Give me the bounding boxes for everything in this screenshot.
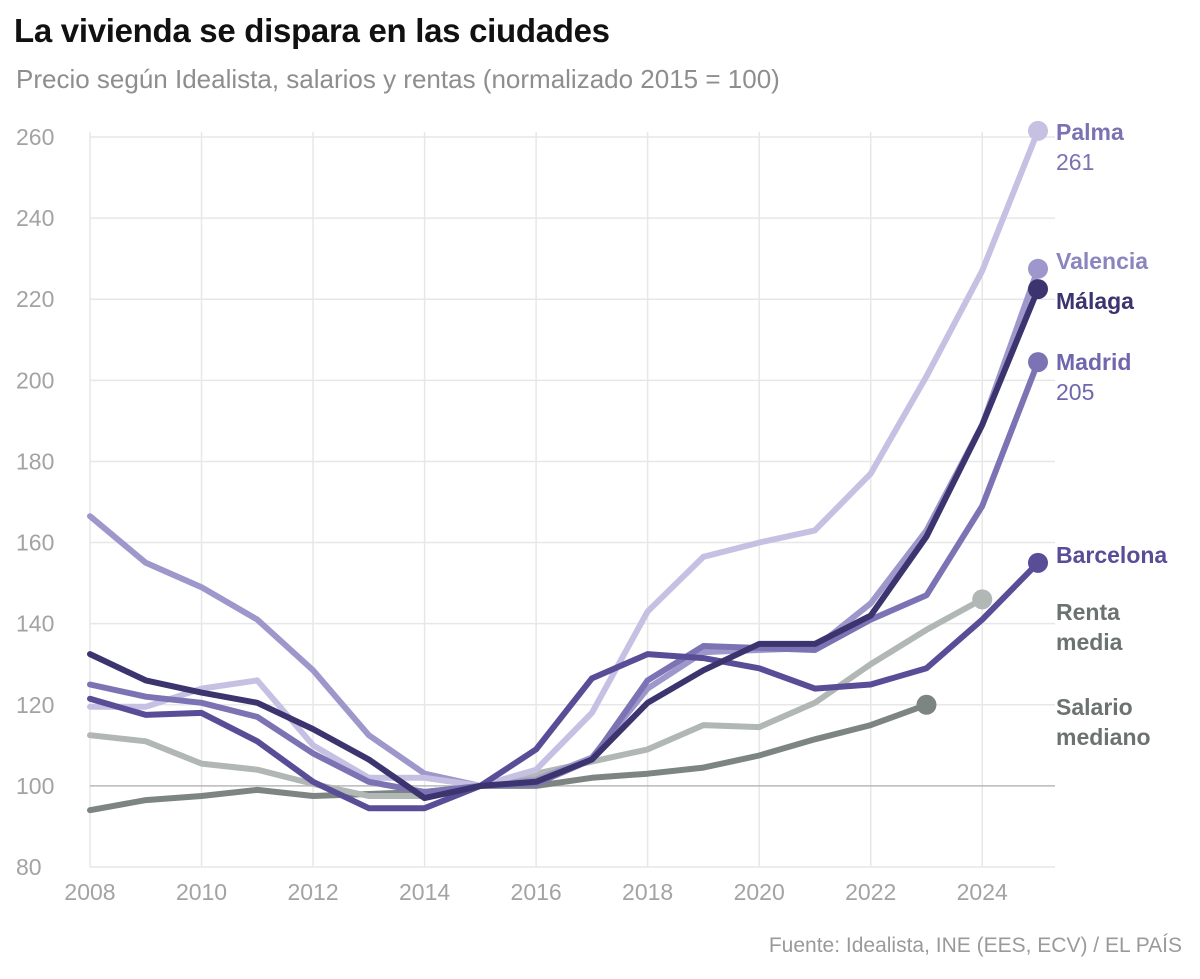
chart-grid (89, 132, 1055, 868)
source-note: Fuente: Idealista, INE (EES, ECV) / EL P… (768, 934, 1182, 957)
x-tick-label: 2012 (287, 879, 338, 905)
series-endpoint-renta-media (972, 589, 993, 610)
series-endpoints (916, 120, 1048, 715)
y-tick-label: 100 (16, 773, 54, 799)
x-tick-label: 2020 (734, 879, 785, 905)
x-tick-label: 2014 (399, 879, 450, 905)
series-label-valencia: Valencia (1056, 248, 1148, 274)
x-tick-label: 2024 (957, 879, 1008, 905)
series-line-palma (87, 127, 1041, 789)
y-tick-label: 80 (16, 854, 42, 880)
y-axis-ticks: 80 100 120 140 160 180 200 220 240 260 (16, 124, 54, 880)
chart-subtitle: Precio según Idealista, salarios y renta… (16, 64, 780, 94)
series-endpoint-salario-mediano (916, 694, 937, 715)
series-line-barcelona (87, 559, 1041, 812)
y-tick-label: 140 (16, 611, 54, 637)
y-tick-label: 180 (16, 448, 54, 474)
series-label-salario-mediano: Salario (1056, 694, 1133, 720)
series-label-barcelona: Barcelona (1056, 542, 1167, 568)
series-value-madrid: 205 (1056, 379, 1094, 405)
series-label-salario-mediano: mediano (1056, 724, 1151, 750)
x-tick-label: 2016 (511, 879, 562, 905)
y-tick-label: 160 (16, 530, 54, 556)
series-endpoint-palma (1028, 120, 1048, 141)
x-tick-label: 2008 (64, 879, 115, 905)
y-tick-label: 260 (16, 124, 54, 150)
chart-title: La vivienda se dispara en las ciudades (14, 12, 610, 49)
y-tick-label: 220 (16, 286, 54, 312)
series-label-palma: Palma (1056, 119, 1124, 145)
series-value-palma: 261 (1056, 149, 1094, 175)
series-labels: Salario mediano Renta media Valencia Palma 261… (1056, 119, 1167, 750)
series-label-madrid: Madrid (1056, 349, 1131, 375)
series-lines (87, 127, 1041, 814)
series-label-renta-media: media (1056, 629, 1123, 655)
series-line-malaga (87, 286, 1041, 802)
y-tick-label: 240 (16, 205, 54, 231)
series-endpoint-barcelona (1028, 552, 1048, 573)
series-endpoint-madrid (1028, 352, 1048, 373)
x-tick-label: 2010 (176, 879, 227, 905)
series-label-malaga: Málaga (1056, 288, 1134, 314)
x-axis-ticks: 2008 2010 2012 2014 2016 2018 2020 2022 2024 (64, 879, 1008, 905)
series-endpoint-malaga (1028, 279, 1048, 300)
series-endpoint-valencia (1028, 258, 1048, 279)
x-tick-label: 2022 (845, 879, 896, 905)
y-tick-label: 200 (16, 367, 54, 393)
series-label-renta-media: Renta (1056, 599, 1120, 625)
x-tick-label: 2018 (622, 879, 673, 905)
y-tick-label: 120 (16, 692, 54, 718)
